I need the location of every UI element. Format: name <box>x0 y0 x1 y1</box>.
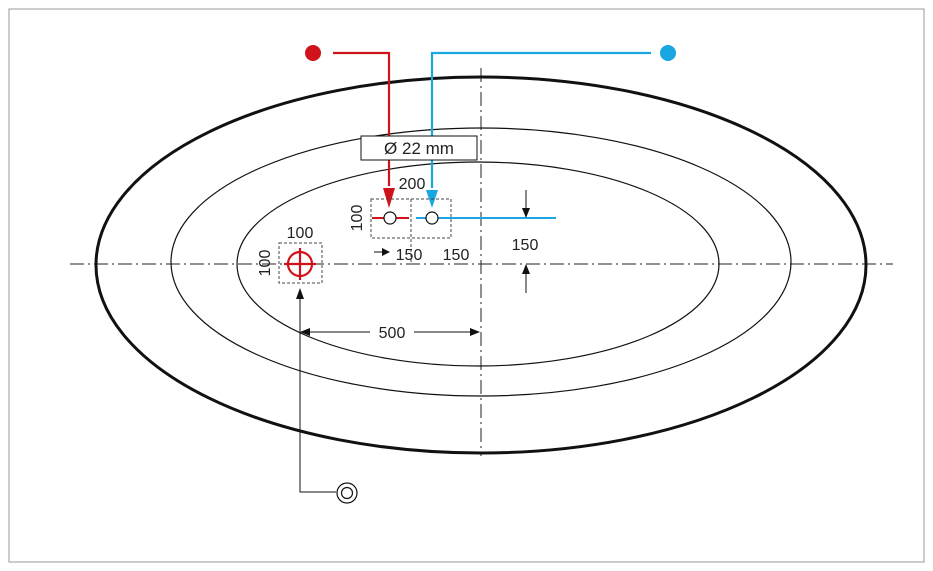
dim-100-drain-side-label: 100 <box>257 250 274 277</box>
dim-500-right-arrowhead <box>470 328 480 336</box>
dim-150-left-arrowhead <box>382 248 390 256</box>
dim-150-left-label: 150 <box>396 247 423 264</box>
pipe-diameter-label: Ø 22 mm <box>384 139 454 158</box>
pipe-diameter-box <box>360 135 478 161</box>
dim-200-label: 200 <box>399 176 426 193</box>
dim-500-left-arrowhead <box>300 328 310 336</box>
dim-500-label: 500 <box>379 325 406 342</box>
red-dot-icon <box>305 45 321 61</box>
dim-150-vertical-label: 150 <box>512 237 539 254</box>
drain-symbol-icon <box>336 482 358 504</box>
tub-inner-rim <box>170 127 792 397</box>
blue-dot-icon <box>660 45 676 61</box>
drain-leader-arrowhead <box>296 288 304 299</box>
hot-supply-line <box>333 51 391 186</box>
dim-100-supply-label: 100 <box>349 205 366 232</box>
drain-tolerance-box <box>278 242 323 284</box>
drawing-frame <box>8 8 925 563</box>
dim-150-vertical-top-arrowhead <box>522 208 530 218</box>
hot-outlet-icon <box>383 211 397 225</box>
hot-supply-arrow <box>383 188 395 208</box>
dim-100-drain-top-label: 100 <box>287 225 314 242</box>
cold-outlet-icon <box>425 211 439 225</box>
drain-leader-line <box>299 296 336 493</box>
tub-outer-rim <box>94 75 868 455</box>
cold-supply-line <box>430 51 651 188</box>
dim-150-vertical-bottom-arrowhead <box>522 264 530 274</box>
tub-basin-outline <box>236 161 720 367</box>
dim-150-right-label: 150 <box>443 247 470 264</box>
